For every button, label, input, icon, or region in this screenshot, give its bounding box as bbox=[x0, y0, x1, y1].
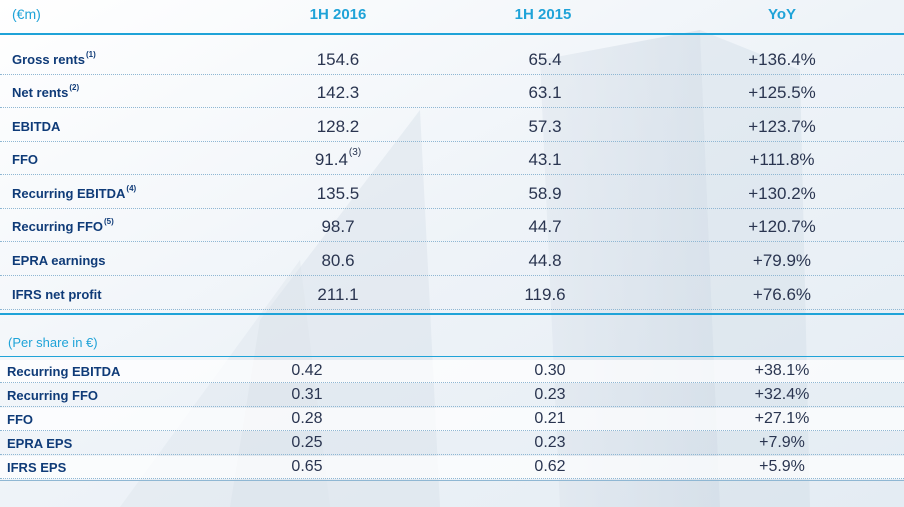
value-1h2015: 0.30 bbox=[534, 362, 566, 379]
value-yoy: +32.4% bbox=[754, 386, 810, 403]
value-1h2016: 154.6 bbox=[316, 50, 360, 69]
section-divider bbox=[0, 313, 904, 315]
value-1h2016: 0.31 bbox=[291, 386, 323, 403]
table-row: IFRS EPS 0.65 0.62 +5.9% bbox=[0, 456, 904, 479]
value-1h2015: 43.1 bbox=[528, 150, 562, 169]
row-label: Recurring FFO bbox=[7, 388, 99, 403]
value-yoy: +38.1% bbox=[754, 362, 810, 379]
value-yoy: +136.4% bbox=[748, 50, 816, 69]
value-1h2016: 80.6 bbox=[321, 251, 355, 270]
table-row: EPRA EPS 0.25 0.23 +7.9% bbox=[0, 432, 904, 455]
value-yoy: +111.8% bbox=[749, 150, 815, 169]
value-1h2016: 0.65 bbox=[291, 458, 323, 475]
value-yoy: +27.1% bbox=[754, 410, 810, 427]
row-label: Recurring FFO(5) bbox=[12, 217, 114, 234]
header-divider bbox=[0, 33, 904, 35]
value-1h2016: 0.25 bbox=[291, 434, 323, 451]
value-1h2016: 135.5 bbox=[316, 184, 360, 203]
value-1h2015: 0.23 bbox=[534, 434, 566, 451]
table-bottom-border bbox=[0, 480, 904, 481]
value-1h2015: 0.21 bbox=[534, 410, 566, 427]
table-row: EBITDA 128.2 57.3 +123.7% bbox=[0, 112, 904, 142]
value-1h2015: 44.7 bbox=[528, 217, 562, 236]
row-label: IFRS net profit bbox=[12, 287, 102, 302]
row-label: FFO bbox=[12, 152, 38, 167]
row-label: Recurring EBITDA bbox=[7, 364, 121, 379]
table-row: FFO 0.28 0.21 +27.1% bbox=[0, 408, 904, 431]
value-1h2015: 65.4 bbox=[528, 50, 562, 69]
value-1h2015: 58.9 bbox=[528, 184, 562, 203]
table-header: (€m) 1H 2016 1H 2015 YoY bbox=[0, 0, 904, 32]
value-yoy: +79.9% bbox=[752, 251, 812, 270]
col-header-1h2015: 1H 2015 bbox=[514, 6, 572, 23]
value-1h2015: 0.62 bbox=[534, 458, 566, 475]
table-row: Net rents(2) 142.3 63.1 +125.5% bbox=[0, 78, 904, 108]
row-label: IFRS EPS bbox=[7, 460, 67, 475]
value-1h2016: 98.7 bbox=[321, 217, 355, 236]
value-1h2016: 128.2 bbox=[316, 117, 360, 136]
table-row: Recurring EBITDA 0.42 0.30 +38.1% bbox=[0, 360, 904, 383]
table-row: EPRA earnings 80.6 44.8 +79.9% bbox=[0, 246, 904, 276]
value-1h2015: 119.6 bbox=[524, 285, 566, 304]
value-1h2015: 63.1 bbox=[528, 83, 562, 102]
value-yoy: +130.2% bbox=[748, 184, 816, 203]
row-label: Gross rents(1) bbox=[12, 50, 96, 67]
table-row: Recurring FFO(5) 98.7 44.7 +120.7% bbox=[0, 212, 904, 242]
row-label: FFO bbox=[7, 412, 33, 427]
table-row: Recurring EBITDA(4) 135.5 58.9 +130.2% bbox=[0, 179, 904, 209]
value-yoy: +120.7% bbox=[748, 217, 816, 236]
value-1h2016: 91.4(3) bbox=[314, 147, 362, 169]
unit-label: (€m) bbox=[12, 6, 41, 22]
col-header-1h2016: 1H 2016 bbox=[309, 6, 367, 23]
value-1h2015: 57.3 bbox=[528, 117, 562, 136]
table-row: Gross rents(1) 154.6 65.4 +136.4% bbox=[0, 45, 904, 75]
row-label: Recurring EBITDA(4) bbox=[12, 184, 137, 201]
per-share-title: (Per share in €) bbox=[8, 335, 98, 350]
value-yoy: +125.5% bbox=[748, 83, 816, 102]
col-header-yoy: YoY bbox=[767, 6, 797, 23]
row-label: EPRA EPS bbox=[7, 436, 73, 451]
per-share-divider bbox=[0, 356, 904, 357]
row-label: EBITDA bbox=[12, 119, 61, 134]
value-1h2016: 211.1 bbox=[317, 285, 359, 304]
value-yoy: +123.7% bbox=[748, 117, 816, 136]
table-row: FFO 91.4(3) 43.1 +111.8% bbox=[0, 145, 904, 175]
row-label: EPRA earnings bbox=[12, 253, 106, 268]
value-1h2016: 0.42 bbox=[291, 362, 323, 379]
table-row: Recurring FFO 0.31 0.23 +32.4% bbox=[0, 384, 904, 407]
value-1h2015: 0.23 bbox=[534, 386, 566, 403]
value-yoy: +76.6% bbox=[752, 285, 812, 304]
value-yoy: +7.9% bbox=[759, 434, 805, 451]
value-1h2015: 44.8 bbox=[528, 251, 562, 270]
row-label: Net rents(2) bbox=[12, 83, 80, 100]
value-1h2016: 0.28 bbox=[291, 410, 323, 427]
value-1h2016: 142.3 bbox=[316, 83, 360, 102]
value-yoy: +5.9% bbox=[759, 458, 805, 475]
table-row: IFRS net profit 211.1 119.6 +76.6% bbox=[0, 280, 904, 310]
